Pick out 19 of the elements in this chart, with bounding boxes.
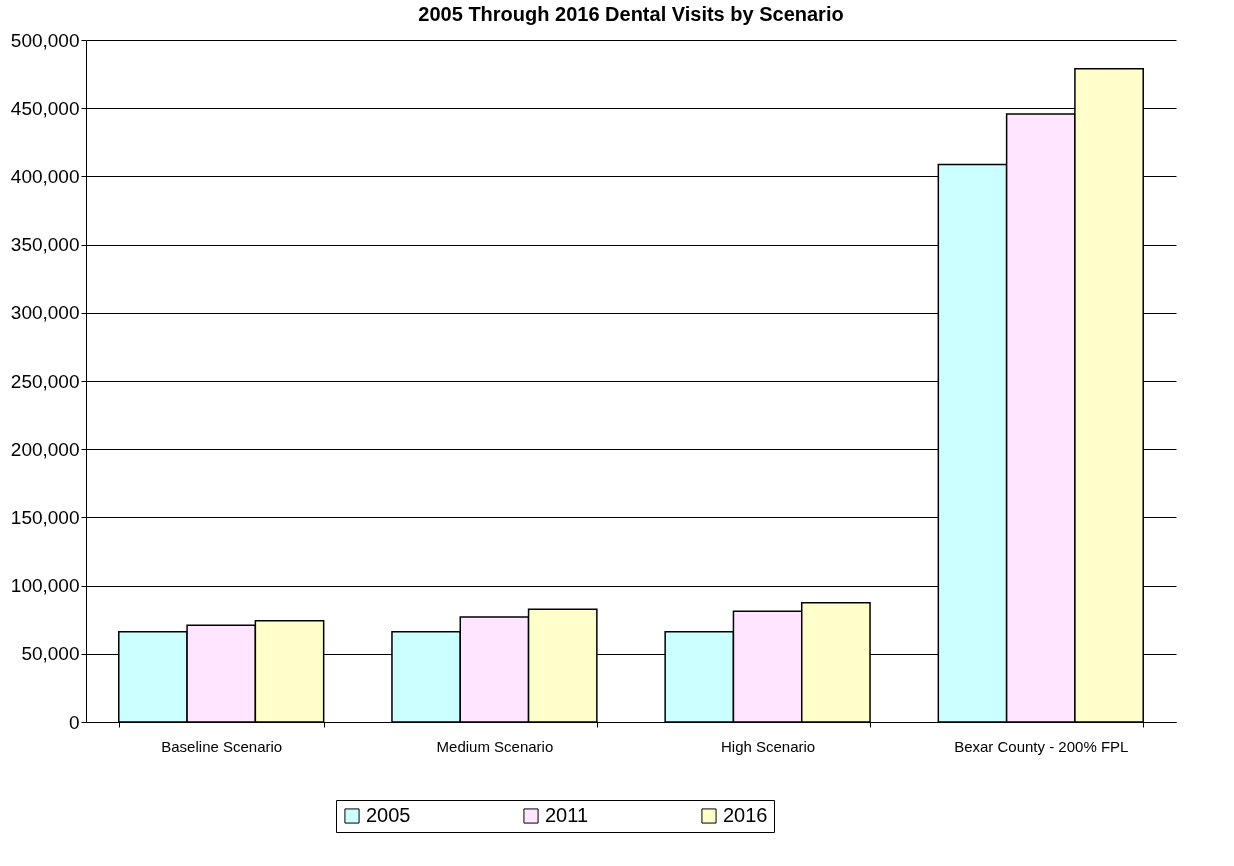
y-tick-label: 250,000 bbox=[10, 370, 80, 392]
y-tick-label: 50,000 bbox=[21, 643, 80, 665]
x-tick-label: Baseline Scenario bbox=[161, 737, 283, 755]
legend-label: 2016 bbox=[723, 804, 768, 826]
y-tick-label: 0 bbox=[68, 711, 80, 733]
chart-title: 2005 Through 2016 Dental Visits by Scenario bbox=[418, 3, 844, 25]
y-tick-label: 300,000 bbox=[10, 302, 80, 324]
legend-label: 2011 bbox=[545, 804, 589, 826]
y-tick-label: 450,000 bbox=[10, 97, 80, 119]
y-tick-label: 400,000 bbox=[10, 165, 80, 187]
x-tick-label: High Scenario bbox=[720, 737, 816, 755]
y-tick-label: 500,000 bbox=[10, 29, 80, 51]
x-tick-label: Bexar County - 200% FPL bbox=[954, 737, 1129, 755]
y-tick-label: 200,000 bbox=[10, 438, 80, 460]
y-tick-label: 100,000 bbox=[10, 575, 80, 597]
y-tick-label: 150,000 bbox=[10, 506, 80, 528]
x-tick-label: Medium Scenario bbox=[436, 737, 554, 755]
y-tick-label: 350,000 bbox=[10, 234, 80, 256]
legend-label: 2005 bbox=[366, 804, 411, 826]
